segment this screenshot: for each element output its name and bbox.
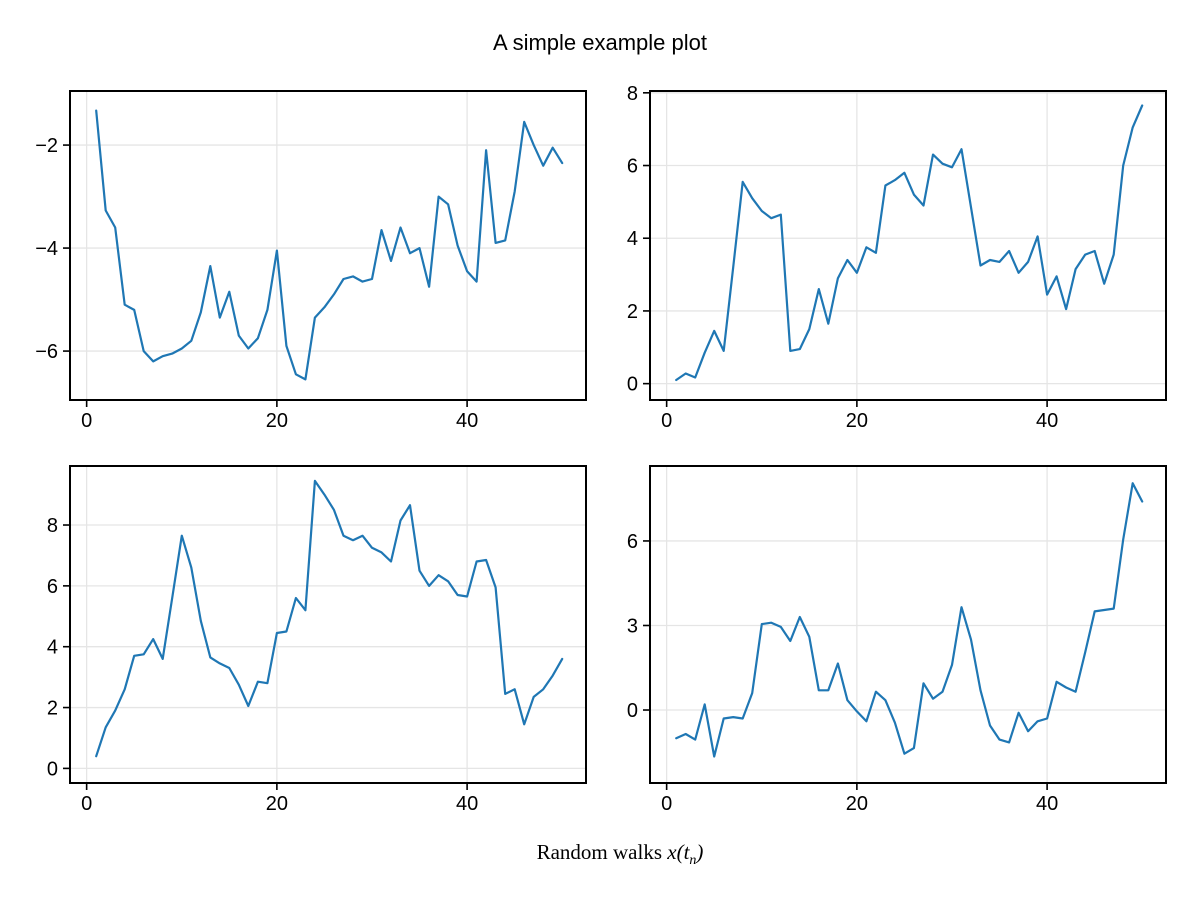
x-tick-label: 0 [81,410,92,432]
y-tick-label: 2 [47,698,58,720]
axes-box [649,465,1167,784]
x-tick-label: 0 [661,410,672,432]
y-tick-label: 4 [627,228,638,250]
y-tick-label: −2 [35,135,58,157]
x-tick-label: 0 [81,793,92,815]
subplot-top-left: 0 20 40 −6 −4 −2 [35,90,587,432]
x-tick-label: 40 [456,410,478,432]
x-tick-label: 20 [266,793,288,815]
xlabel-text: Random walks [536,840,662,864]
y-tick-label: 0 [627,700,638,722]
y-tick-label: 6 [627,531,638,553]
line-series-random-walk-1 [95,109,564,381]
y-tick-label: 6 [627,156,638,178]
y-tick-label: 4 [47,637,58,659]
line-series-random-walk-4 [675,482,1144,758]
y-tick-label: −4 [35,238,58,260]
line-series-random-walk-2 [675,104,1144,382]
x-tick-label: 20 [266,410,288,432]
y-tick-label: 8 [627,83,638,105]
x-tick-label: 40 [1036,793,1058,815]
x-tick-label: 20 [846,793,868,815]
x-tick-label: 40 [456,793,478,815]
axes-box [649,90,1167,401]
line-series-random-walk-3 [95,479,564,758]
figure-xlabel: Random walks x(tn) [20,840,1200,869]
subplot-top-right: 0 20 40 0 2 4 6 8 [627,83,1167,432]
axes-box [69,90,587,401]
x-tick-label: 40 [1036,410,1058,432]
y-tick-label: 3 [627,615,638,637]
y-tick-label: 2 [627,301,638,323]
y-tick-label: 0 [47,758,58,780]
axes-box [69,465,587,784]
y-tick-label: −6 [35,341,58,363]
x-tick-label: 0 [661,793,672,815]
x-tick-label: 20 [846,410,868,432]
subplot-bottom-left: 0 20 40 0 2 4 6 8 [47,465,587,815]
figure-title: A simple example plot [493,30,707,55]
y-tick-label: 8 [47,515,58,537]
y-tick-label: 0 [627,374,638,396]
xlabel-math: x(tn) [667,840,704,869]
subplot-bottom-right: 0 20 40 0 3 6 [627,465,1167,815]
y-tick-label: 6 [47,576,58,598]
